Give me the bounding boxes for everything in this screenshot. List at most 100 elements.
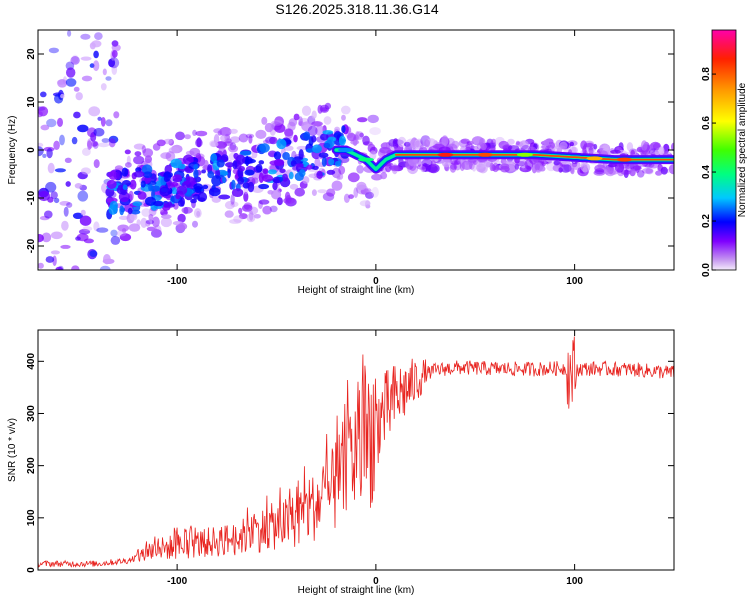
spectrogram-cell — [71, 136, 78, 145]
spectrogram-cell — [322, 130, 334, 135]
spectrogram-cell — [441, 157, 451, 168]
spectrogram-cell — [602, 144, 610, 151]
spectrogram-cell — [111, 40, 119, 47]
spectrogram-cell — [132, 201, 142, 207]
spectrogram-cell — [89, 63, 95, 68]
spectrogram-cell — [99, 265, 111, 270]
spectrogram-cell — [467, 157, 479, 166]
spectrogram-cell — [279, 168, 286, 174]
spectrogram-cell — [369, 150, 377, 160]
spectrogram-cell — [558, 167, 563, 173]
spectrogram-cell — [246, 213, 256, 223]
spectrogram-cell — [237, 176, 245, 185]
spectrogram-cell — [73, 111, 81, 119]
spectrogram-cell — [74, 183, 83, 189]
spectrogram-cell — [202, 184, 209, 190]
spectrogram-cell — [151, 229, 162, 238]
spectrogram-cell — [183, 207, 189, 215]
spectrogram-cell — [88, 106, 101, 117]
spectrogram-cell — [371, 173, 383, 181]
spectrogram-cell — [177, 222, 188, 230]
spectrogram-cell — [177, 213, 186, 223]
spectrogram-cell — [365, 188, 372, 193]
spectrogram-cell — [163, 203, 176, 208]
spectrogram-cell — [59, 134, 65, 146]
spectrogram-cell — [82, 147, 91, 156]
spectrogram-cell — [357, 117, 368, 123]
spectrogram-cell — [80, 56, 92, 61]
spectrogram-cell — [258, 183, 270, 190]
spectrogram-cell — [316, 170, 323, 179]
spectrogram-cell — [569, 141, 574, 147]
spectrogram-cell — [334, 126, 340, 132]
spectrogram-cell — [50, 250, 61, 255]
spectrogram-cell — [460, 138, 470, 144]
spectrogram-cell — [641, 168, 654, 174]
spectrogram-cell — [221, 154, 229, 162]
spectrogram-cell — [103, 254, 111, 265]
spectrogram-cell — [65, 78, 77, 87]
spectrogram-cell — [180, 197, 185, 207]
spectrogram-cell — [319, 104, 330, 113]
spectrogram-y-tick-label: 20 — [26, 48, 37, 60]
snr-x-tick-label: 100 — [566, 576, 583, 587]
spectrogram-cell — [302, 161, 308, 168]
spectrogram-cell — [231, 179, 236, 190]
spectrogram-cell — [219, 127, 232, 137]
spectrogram-cell — [453, 160, 462, 171]
spectrogram-cell — [129, 213, 138, 221]
spectrogram-cell — [80, 209, 86, 216]
spectrogram-cell — [124, 162, 132, 168]
spectrogram-cell — [224, 210, 234, 218]
spectrogram-cell — [355, 131, 364, 140]
spectrogram-cell — [50, 191, 58, 200]
spectrogram-cell — [359, 132, 364, 138]
spectrogram-cell — [218, 194, 231, 200]
spectrogram-cell — [258, 160, 265, 165]
spectrogram-cell — [56, 79, 66, 85]
spectrogram-y-axis-label: Frequency (Hz) — [7, 116, 18, 185]
spectrogram-cell — [221, 176, 227, 184]
spectrogram-cell — [245, 155, 250, 167]
spectrogram-cell — [225, 162, 235, 168]
spectrogram-cell — [141, 208, 151, 217]
spectrogram-cell — [106, 179, 117, 189]
spectrogram-cell — [216, 159, 225, 168]
spectrogram-cell — [48, 47, 60, 54]
spectrogram-cell — [38, 234, 44, 243]
spectrogram-cell — [371, 186, 379, 198]
spectrogram-cell — [53, 140, 60, 150]
spectrogram-cell — [258, 172, 264, 183]
spectrogram-cell — [485, 161, 491, 168]
spectrogram-cell — [181, 206, 193, 214]
spectrogram-cell — [311, 135, 317, 143]
spectrogram-cell — [243, 202, 253, 210]
colorbar-gradient — [711, 29, 737, 271]
spectrogram-cell — [427, 163, 440, 174]
spectrogram-cell — [128, 190, 134, 201]
spectrogram-cell — [75, 92, 83, 101]
spectrogram-cell — [276, 138, 287, 150]
spectrogram-y-tick-label: 10 — [26, 96, 37, 108]
spectrogram-cell — [262, 168, 269, 175]
spectrogram-cell — [38, 190, 50, 202]
spectrogram-cell — [293, 134, 298, 143]
spectrogram-cell — [129, 179, 137, 190]
spectrogram-cell — [356, 181, 367, 191]
spectrogram-cell — [312, 144, 322, 154]
spectrogram-cell — [78, 228, 91, 235]
spectrogram-cell — [140, 180, 146, 188]
spectrogram-cell — [110, 229, 118, 237]
snr-x-tick-label: 0 — [373, 576, 379, 587]
spectrogram-cell — [471, 136, 484, 146]
spectrogram-cell — [89, 250, 98, 257]
spectrogram-cell — [306, 164, 313, 170]
spectrogram-cell — [267, 169, 277, 175]
spectrogram-cell — [258, 199, 270, 205]
colorbar-label: Normalized spectral amplitude — [737, 82, 748, 217]
spectrogram-cell — [47, 162, 55, 174]
spectrogram-cell — [70, 56, 80, 65]
spectrogram-cell — [100, 83, 107, 91]
spectrogram-cell — [108, 58, 116, 68]
